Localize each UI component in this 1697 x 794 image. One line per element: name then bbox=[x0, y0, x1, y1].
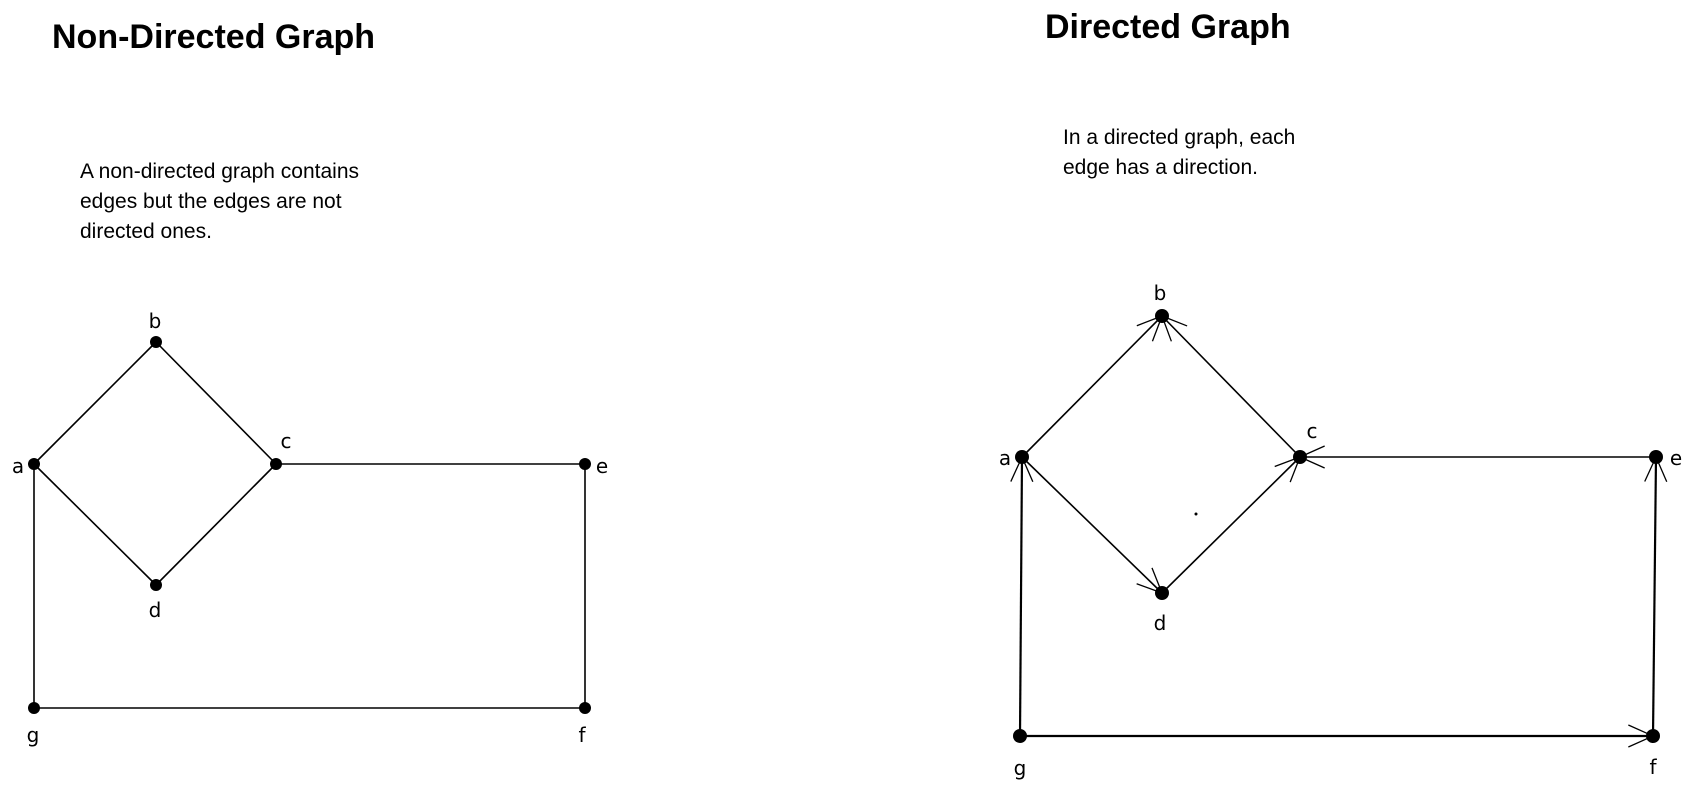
directed-title: Directed Graph bbox=[1045, 8, 1291, 46]
node-label-b: b bbox=[149, 309, 162, 333]
edge-d-c bbox=[1161, 456, 1301, 594]
undirected-description-line: A non-directed graph contains bbox=[80, 160, 360, 183]
node-label-a: a bbox=[999, 446, 1011, 470]
node-label-g: g bbox=[27, 723, 40, 747]
node-label-d: d bbox=[1154, 611, 1167, 635]
node-b bbox=[150, 336, 162, 348]
edge-d-c bbox=[155, 463, 277, 586]
undirected-description-line: directed ones. bbox=[80, 220, 212, 243]
edge-a-b bbox=[33, 341, 157, 465]
node-label-d: d bbox=[149, 598, 162, 622]
undirected-description-line: edges but the edges are not bbox=[80, 190, 342, 213]
node-d bbox=[1155, 586, 1169, 600]
edge-a-d bbox=[33, 463, 157, 586]
node-e bbox=[1649, 450, 1663, 464]
node-c bbox=[1293, 450, 1307, 464]
node-label-f: f bbox=[578, 723, 586, 747]
undirected-title: Non-Directed Graph bbox=[52, 18, 376, 56]
node-f bbox=[1646, 729, 1660, 743]
node-label-e: e bbox=[596, 454, 608, 478]
stray-dot bbox=[1194, 512, 1198, 516]
edge-b-c bbox=[155, 341, 277, 465]
undirected-description: A non-directed graph contains edges but … bbox=[80, 157, 359, 247]
edge-g-a bbox=[1018, 456, 1024, 737]
directed-graph: a b c d e f g bbox=[999, 281, 1682, 780]
edge-a-b bbox=[1021, 315, 1163, 458]
node-b bbox=[1155, 309, 1169, 323]
directed-description: In a directed graph, each edge has a dir… bbox=[1063, 123, 1295, 183]
edge-a-d bbox=[1021, 456, 1163, 594]
node-label-c: c bbox=[1307, 419, 1318, 443]
node-c bbox=[270, 458, 282, 470]
node-g bbox=[1013, 729, 1027, 743]
node-d bbox=[150, 579, 162, 591]
node-label-b: b bbox=[1154, 281, 1167, 305]
node-f bbox=[579, 702, 591, 714]
node-label-f: f bbox=[1649, 755, 1657, 779]
node-label-a: a bbox=[12, 454, 24, 478]
node-e bbox=[579, 458, 591, 470]
edge-c-b bbox=[1161, 315, 1301, 458]
node-a bbox=[1015, 450, 1029, 464]
directed-description-line: edge has a direction. bbox=[1063, 156, 1258, 179]
node-label-g: g bbox=[1014, 756, 1027, 780]
node-g bbox=[28, 702, 40, 714]
node-label-e: e bbox=[1670, 446, 1682, 470]
directed-description-line: In a directed graph, each bbox=[1063, 126, 1296, 149]
undirected-graph: a b c d e f g bbox=[12, 309, 608, 747]
node-a bbox=[28, 458, 40, 470]
edge-f-e bbox=[1651, 456, 1658, 737]
node-label-c: c bbox=[281, 429, 292, 453]
